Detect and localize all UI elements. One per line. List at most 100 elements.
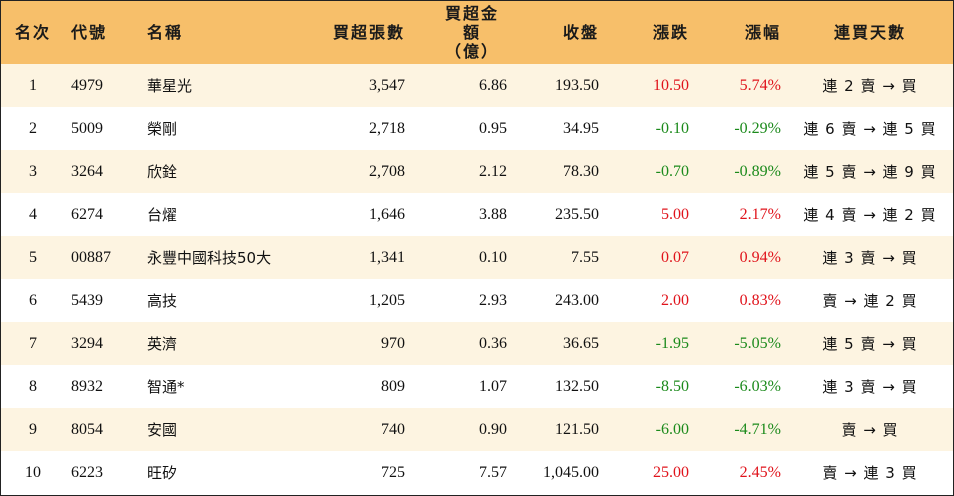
- header-lots: 買超張數: [332, 23, 405, 42]
- cell-rank: 8: [29, 377, 37, 395]
- cell-change: -8.50: [655, 377, 689, 395]
- cell-name: 旺矽: [147, 464, 178, 482]
- cell-amount: 0.90: [479, 420, 507, 438]
- cell-amount: 7.57: [479, 463, 507, 481]
- cell-code: 5439: [71, 291, 103, 309]
- cell-close: 78.30: [563, 162, 599, 180]
- table-row: 10 6223 旺矽 725 7.57 1,045.00 25.00 2.45%…: [1, 451, 953, 494]
- cell-lots: 2,708: [369, 162, 405, 180]
- header-close: 收盤: [562, 23, 599, 42]
- cell-code: 5009: [71, 119, 103, 137]
- cell-close: 235.50: [555, 205, 599, 223]
- cell-streak: 連 3 賣 → 買: [822, 249, 918, 267]
- cell-name: 榮剛: [147, 120, 178, 138]
- cell-lots: 970: [381, 334, 405, 352]
- table-row: 3 3264 欣銓 2,708 2.12 78.30 -0.70 -0.89% …: [1, 150, 953, 193]
- cell-pct: -4.71%: [734, 420, 781, 438]
- header-amount-line2: （億）: [444, 42, 499, 61]
- cell-close: 36.65: [563, 334, 599, 352]
- cell-name: 欣銓: [147, 163, 178, 181]
- cell-streak: 連 4 賣 → 連 2 買: [803, 206, 937, 224]
- cell-streak: 賣 → 買: [841, 421, 899, 439]
- table-row: 7 3294 英濟 970 0.36 36.65 -1.95 -5.05% 連 …: [1, 322, 953, 365]
- cell-pct: 2.45%: [739, 463, 781, 481]
- cell-rank: 9: [29, 420, 37, 438]
- table-header: 名次 代號 名稱 買超張數 買超金額 （億） 收盤 漲跌 漲幅 連買天數: [1, 1, 953, 64]
- cell-lots: 1,341: [369, 248, 405, 266]
- cell-amount: 2.93: [479, 291, 507, 309]
- cell-streak: 連 5 賣 → 連 9 買: [803, 163, 937, 181]
- cell-change: -0.70: [655, 162, 689, 180]
- cell-pct: 2.17%: [739, 205, 781, 223]
- cell-close: 34.95: [563, 119, 599, 137]
- cell-code: 3264: [71, 162, 103, 180]
- cell-rank: 5: [29, 248, 37, 266]
- cell-streak: 連 5 賣 → 買: [822, 335, 918, 353]
- cell-rank: 7: [29, 334, 37, 352]
- table-body: 1 4979 華星光 3,547 6.86 193.50 10.50 5.74%…: [1, 64, 953, 494]
- cell-name: 智通*: [147, 378, 185, 396]
- cell-name: 高技: [147, 292, 178, 310]
- cell-rank: 4: [29, 205, 37, 223]
- header-row: 名次 代號 名稱 買超張數 買超金額 （億） 收盤 漲跌 漲幅 連買天數: [1, 1, 953, 64]
- cell-close: 121.50: [555, 420, 599, 438]
- cell-change: 5.00: [661, 205, 689, 223]
- cell-amount: 1.07: [479, 377, 507, 395]
- cell-name: 英濟: [147, 335, 178, 353]
- cell-rank: 6: [29, 291, 37, 309]
- cell-pct: -5.05%: [734, 334, 781, 352]
- cell-change: -6.00: [655, 420, 689, 438]
- cell-lots: 809: [381, 377, 405, 395]
- table-row: 2 5009 榮剛 2,718 0.95 34.95 -0.10 -0.29% …: [1, 107, 953, 150]
- cell-amount: 6.86: [479, 76, 507, 94]
- cell-code: 8054: [71, 420, 103, 438]
- cell-streak: 賣 → 連 3 買: [822, 464, 918, 482]
- cell-rank: 3: [29, 162, 37, 180]
- cell-lots: 725: [381, 463, 405, 481]
- cell-streak: 連 2 賣 → 買: [822, 77, 918, 95]
- header-code: 代號: [71, 23, 108, 42]
- cell-amount: 0.10: [479, 248, 507, 266]
- header-streak: 連買天數: [833, 23, 906, 42]
- cell-streak: 連 3 賣 → 買: [822, 378, 918, 396]
- cell-amount: 2.12: [479, 162, 507, 180]
- cell-code: 4979: [71, 76, 103, 94]
- cell-amount: 3.88: [479, 205, 507, 223]
- cell-streak: 連 6 賣 → 連 5 買: [803, 120, 937, 138]
- cell-code: 6274: [71, 205, 103, 223]
- cell-pct: -0.29%: [734, 119, 781, 137]
- cell-change: 25.00: [653, 463, 689, 481]
- cell-rank: 1: [29, 76, 37, 94]
- cell-pct: 5.74%: [739, 76, 781, 94]
- table-row: 9 8054 安國 740 0.90 121.50 -6.00 -4.71% 賣…: [1, 408, 953, 451]
- cell-lots: 1,646: [369, 205, 405, 223]
- cell-code: 3294: [71, 334, 103, 352]
- table-row: 5 00887 永豐中國科技50大 1,341 0.10 7.55 0.07 0…: [1, 236, 953, 279]
- cell-name: 安國: [147, 421, 178, 439]
- cell-streak: 賣 → 連 2 買: [822, 292, 918, 310]
- cell-lots: 2,718: [369, 119, 405, 137]
- header-change: 漲跌: [652, 23, 689, 42]
- header-rank: 名次: [14, 23, 51, 42]
- cell-change: -0.10: [655, 119, 689, 137]
- cell-lots: 3,547: [369, 76, 405, 94]
- header-pct: 漲幅: [744, 23, 781, 42]
- cell-amount: 0.36: [479, 334, 507, 352]
- cell-change: 10.50: [653, 76, 689, 94]
- cell-rank: 2: [29, 119, 37, 137]
- cell-close: 243.00: [555, 291, 599, 309]
- cell-code: 8932: [71, 377, 103, 395]
- header-name: 名稱: [147, 23, 184, 42]
- cell-change: 2.00: [661, 291, 689, 309]
- header-amount-line1: 買超金額: [444, 4, 499, 42]
- cell-code: 00887: [71, 248, 111, 266]
- cell-pct: 0.94%: [739, 248, 781, 266]
- cell-pct: 0.83%: [739, 291, 781, 309]
- cell-lots: 1,205: [369, 291, 405, 309]
- cell-name: 永豐中國科技50大: [147, 249, 272, 267]
- cell-pct: -6.03%: [734, 377, 781, 395]
- cell-close: 7.55: [571, 248, 599, 266]
- cell-lots: 740: [381, 420, 405, 438]
